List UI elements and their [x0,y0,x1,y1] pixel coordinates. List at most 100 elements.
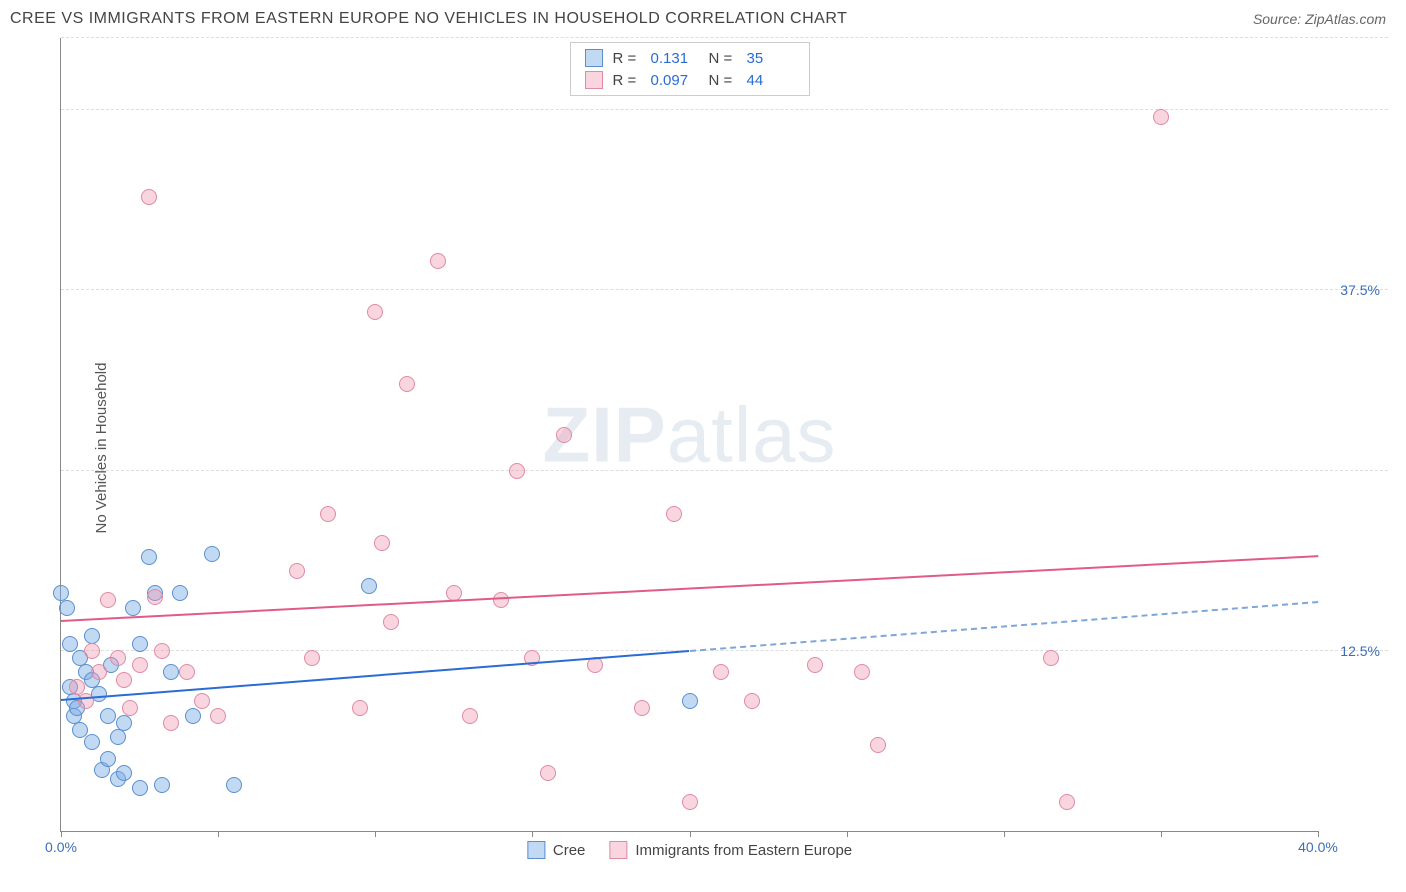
x-tick-label: 40.0% [1298,839,1338,855]
legend-item: Cree [527,841,586,859]
data-point [132,780,148,796]
legend-row: R = 0.097 N = 44 [585,69,795,91]
data-point [204,546,220,562]
data-point [399,376,415,392]
gridline [61,650,1388,651]
data-point [116,765,132,781]
legend-n-value: 35 [747,50,795,67]
data-point [509,463,525,479]
y-tick-label: 12.5% [1340,643,1380,659]
legend-n-label: N = [709,72,737,89]
legend-swatch [527,841,545,859]
data-point [1059,794,1075,810]
legend-label: Immigrants from Eastern Europe [635,842,852,859]
gridline [61,289,1388,290]
x-tick [218,831,219,837]
data-point [383,614,399,630]
data-point [807,657,823,673]
data-point [141,549,157,565]
x-tick [61,831,62,837]
data-point [62,636,78,652]
legend-n-value: 44 [747,72,795,89]
legend-label: Cree [553,842,586,859]
x-tick [690,831,691,837]
gridline [61,470,1388,471]
trend-line [61,650,690,701]
data-point [666,506,682,522]
legend-row: R = 0.131 N = 35 [585,47,795,69]
data-point [100,708,116,724]
x-tick [1161,831,1162,837]
data-point [110,650,126,666]
data-point [154,643,170,659]
data-point [540,765,556,781]
correlation-legend: R = 0.131 N = 35 R = 0.097 N = 44 [570,42,810,96]
data-point [634,700,650,716]
legend-swatch [585,71,603,89]
x-tick [375,831,376,837]
data-point [163,664,179,680]
chart-title: CREE VS IMMIGRANTS FROM EASTERN EUROPE N… [10,10,847,28]
data-point [556,427,572,443]
source-attribution: Source: ZipAtlas.com [1253,11,1386,27]
data-point [289,563,305,579]
data-point [100,592,116,608]
trend-line [61,555,1318,622]
x-tick [1004,831,1005,837]
data-point [84,643,100,659]
data-point [744,693,760,709]
legend-r-label: R = [613,72,641,89]
data-point [210,708,226,724]
data-point [320,506,336,522]
x-tick [532,831,533,837]
gridline [61,37,1388,38]
data-point [69,679,85,695]
data-point [125,600,141,616]
data-point [59,600,75,616]
data-point [185,708,201,724]
data-point [870,737,886,753]
x-tick [847,831,848,837]
data-point [84,734,100,750]
data-point [430,253,446,269]
data-point [1043,650,1059,666]
data-point [116,672,132,688]
data-point [110,729,126,745]
series-legend: Cree Immigrants from Eastern Europe [527,841,852,859]
legend-r-value: 0.097 [651,72,699,89]
data-point [172,585,188,601]
data-point [462,708,478,724]
data-point [304,650,320,666]
data-point [132,636,148,652]
gridline [61,109,1388,110]
data-point [163,715,179,731]
legend-r-label: R = [613,50,641,67]
data-point [493,592,509,608]
data-point [854,664,870,680]
data-point [361,578,377,594]
data-point [194,693,210,709]
data-point [122,700,138,716]
data-point [374,535,390,551]
legend-r-value: 0.131 [651,50,699,67]
plot-area: ZIPatlas R =0.131N =35R =0.097N =44 Cree… [60,38,1318,832]
legend-swatch [585,49,603,67]
data-point [100,751,116,767]
trend-line [689,601,1318,652]
data-point [352,700,368,716]
data-point [132,657,148,673]
watermark: ZIPatlas [542,389,836,480]
legend-swatch [609,841,627,859]
data-point [141,189,157,205]
data-point [682,693,698,709]
data-point [147,589,163,605]
legend-n-label: N = [709,50,737,67]
chart-container: No Vehicles in Household ZIPatlas R =0.1… [46,38,1388,858]
data-point [116,715,132,731]
data-point [682,794,698,810]
data-point [367,304,383,320]
x-tick [1318,831,1319,837]
data-point [713,664,729,680]
data-point [154,777,170,793]
data-point [91,664,107,680]
